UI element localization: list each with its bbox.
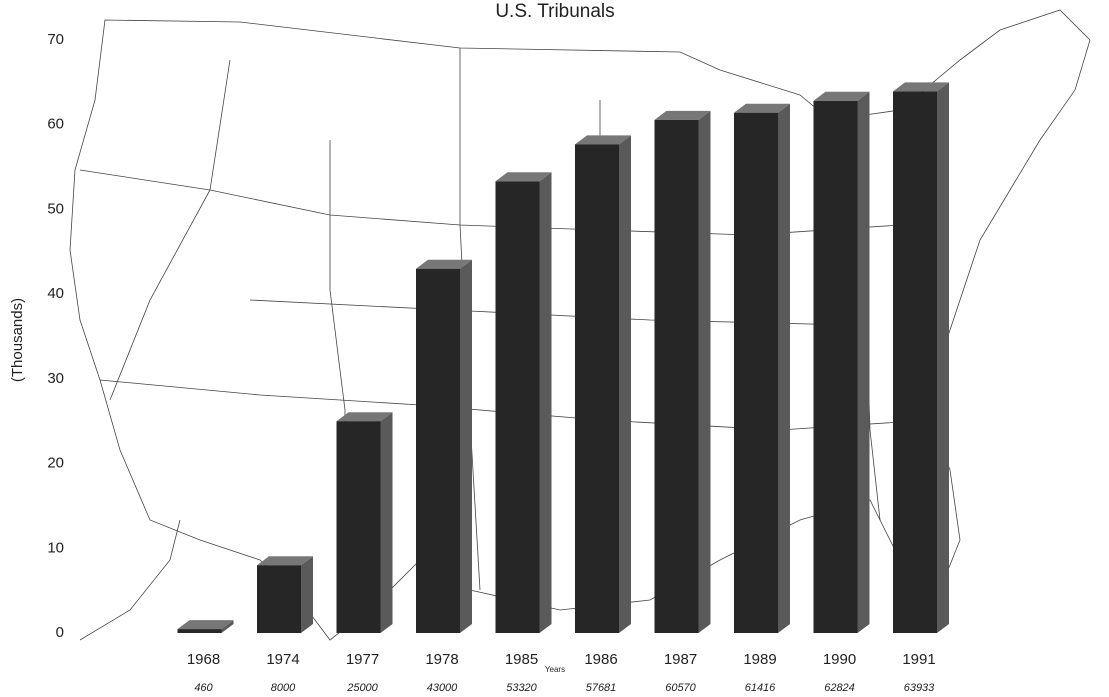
- bar-top: [654, 110, 711, 120]
- bar-top: [734, 103, 790, 113]
- bar-side: [857, 91, 870, 634]
- y-tick-label: 10: [47, 539, 64, 556]
- bar-side: [221, 620, 234, 633]
- x-tick-label: 1985: [505, 651, 538, 668]
- bar: [336, 421, 381, 633]
- bar: [416, 268, 460, 633]
- value-label: 53320: [506, 682, 537, 694]
- bar-top: [575, 135, 631, 145]
- x-tick-label: 1991: [902, 651, 935, 668]
- bar-top: [813, 91, 870, 101]
- bar-side: [539, 172, 552, 634]
- x-tick-label: 1989: [743, 651, 776, 668]
- bar-side: [937, 82, 949, 633]
- y-tick-label: 0: [56, 624, 64, 641]
- bar-side: [380, 412, 393, 633]
- value-label: 460: [194, 682, 213, 694]
- bar-top: [416, 259, 472, 269]
- bar-side: [301, 556, 313, 633]
- value-label: 57681: [586, 682, 617, 694]
- x-tick-label: 1968: [187, 651, 220, 668]
- x-tick-label: 1987: [664, 651, 697, 668]
- bar: [257, 565, 301, 633]
- bar: [654, 119, 699, 634]
- x-tick-label: 1990: [823, 651, 856, 668]
- bar-side: [460, 259, 472, 633]
- bar-top: [177, 620, 234, 630]
- value-label: 8000: [271, 682, 296, 694]
- bar-top: [495, 172, 552, 182]
- bar: [813, 100, 858, 634]
- bar: [893, 91, 937, 633]
- y-tick-label: 20: [47, 455, 64, 472]
- bar: [495, 181, 540, 634]
- value-label: 60570: [665, 682, 696, 694]
- bar-top: [257, 556, 313, 566]
- bar-side: [619, 135, 631, 633]
- y-tick-label: 40: [47, 285, 64, 302]
- x-tick-label: 1977: [346, 651, 379, 668]
- x-tick-label: 1978: [425, 651, 458, 668]
- value-label: 25000: [346, 682, 378, 694]
- x-axis-label: Years: [545, 665, 565, 674]
- value-label: 62824: [824, 682, 855, 694]
- bar: [177, 629, 222, 633]
- value-label: 61416: [745, 682, 776, 694]
- y-tick-label: 50: [47, 200, 64, 217]
- x-tick-label: 1986: [584, 651, 617, 668]
- bar-side: [698, 110, 711, 634]
- x-tick-label: 1974: [266, 651, 299, 668]
- y-tick-label: 60: [47, 116, 64, 133]
- bar-top: [893, 82, 949, 92]
- value-label: 43000: [427, 682, 458, 694]
- chart-title: U.S. Tribunals: [495, 1, 614, 22]
- bar: [734, 112, 778, 633]
- bar-top: [336, 412, 393, 422]
- y-axis-label: (Thousands): [9, 298, 26, 382]
- bar-side: [778, 103, 790, 633]
- y-tick-label: 70: [47, 31, 64, 48]
- value-label: 63933: [904, 682, 935, 694]
- bar: [575, 144, 619, 633]
- y-tick-label: 30: [47, 370, 64, 387]
